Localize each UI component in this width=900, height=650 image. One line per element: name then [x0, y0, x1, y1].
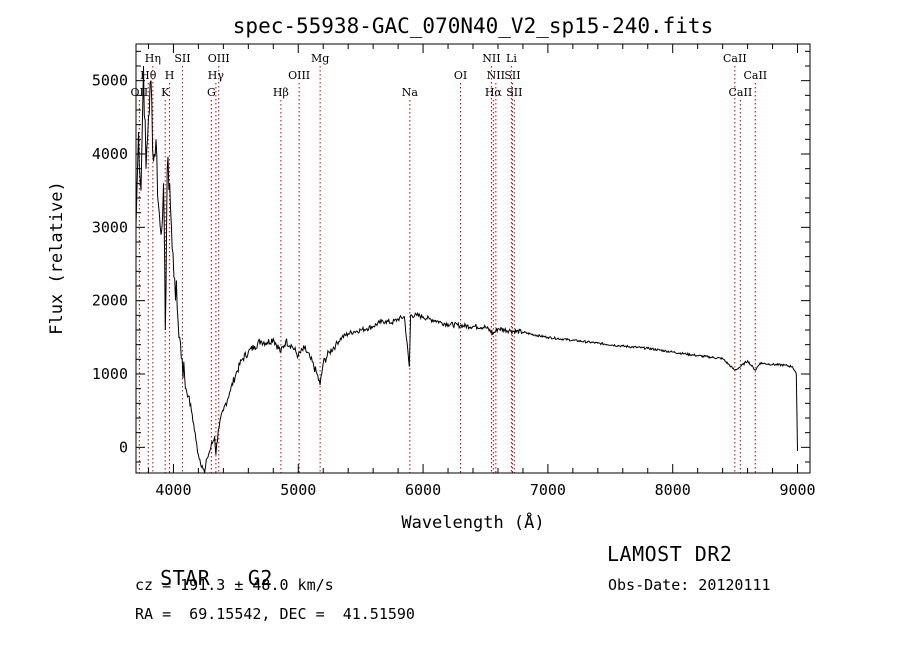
marker-label-2: Hθ [140, 69, 157, 82]
x-tick-label-9000: 9000 [779, 481, 815, 499]
marker-label-12: Na [402, 86, 419, 99]
marker-label-20: CaII [723, 52, 747, 65]
marker-label-9: Hβ [273, 86, 289, 99]
x-axis-label: Wavelength (Å) [401, 511, 544, 533]
marker-label-11: Mg [311, 52, 329, 65]
marker-label-21: CaII [743, 69, 767, 82]
marker-label-13: OI [454, 69, 467, 82]
marker-label-6: OIII [208, 52, 230, 65]
marker-label-18: Hα [485, 86, 503, 99]
x-tick-label-5000: 5000 [280, 481, 316, 499]
y-tick-label-4000: 4000 [92, 145, 128, 163]
x-tick-label-8000: 8000 [655, 481, 691, 499]
marker-label-3: H [165, 69, 175, 82]
subclass-label: G2 [247, 566, 273, 590]
obs-date-label: Obs-Date: 20120111 [608, 576, 771, 594]
coordinates-label: RA = 69.15542, DEC = 41.51590 [135, 605, 415, 623]
marker-label-0: OII [131, 86, 149, 99]
x-tick-label-6000: 6000 [405, 481, 441, 499]
y-tick-label-3000: 3000 [92, 218, 128, 236]
y-tick-label-1000: 1000 [92, 365, 128, 383]
redshift-label: cz = 191.3 ± 48.0 km/s [135, 576, 334, 594]
y-tick-label-2000: 2000 [92, 292, 128, 310]
object-class: STAR G2 [135, 542, 273, 590]
x-axis-ticks: 4000 5000 6000 7000 8000 9000 [147, 44, 816, 499]
marker-label-1: Hη [145, 52, 161, 65]
marker-label-4: K [161, 86, 170, 99]
marker-label-16: NII [487, 69, 505, 82]
marker-label-7: Hγ [208, 69, 225, 82]
marker-label-5: SII [174, 52, 190, 65]
marker-label-15: Li [506, 52, 517, 65]
marker-label-17: SII [504, 69, 520, 82]
x-tick-label-4000: 4000 [155, 481, 191, 499]
marker-label-19: SII [506, 86, 522, 99]
y-tick-label-0: 0 [119, 438, 128, 456]
y-tick-label-5000: 5000 [92, 72, 128, 90]
spectrum-line [135, 65, 798, 474]
marker-label-14: NII [482, 52, 500, 65]
plot-frame [135, 43, 811, 474]
survey-label: LAMOST DR2 [607, 542, 733, 566]
marker-label-10: OIII [288, 69, 310, 82]
marker-label-22: CaII [729, 86, 753, 99]
x-tick-label-7000: 7000 [530, 481, 566, 499]
chart-title: spec-55938-GAC_070N40_V2_sp15-240.fits [233, 14, 713, 38]
marker-label-8: G [207, 86, 216, 99]
class-label: STAR [160, 566, 211, 590]
y-axis-ticks: 0 1000 2000 3000 4000 5000 [92, 50, 810, 463]
y-axis-label: Flux (relative) [47, 181, 67, 335]
